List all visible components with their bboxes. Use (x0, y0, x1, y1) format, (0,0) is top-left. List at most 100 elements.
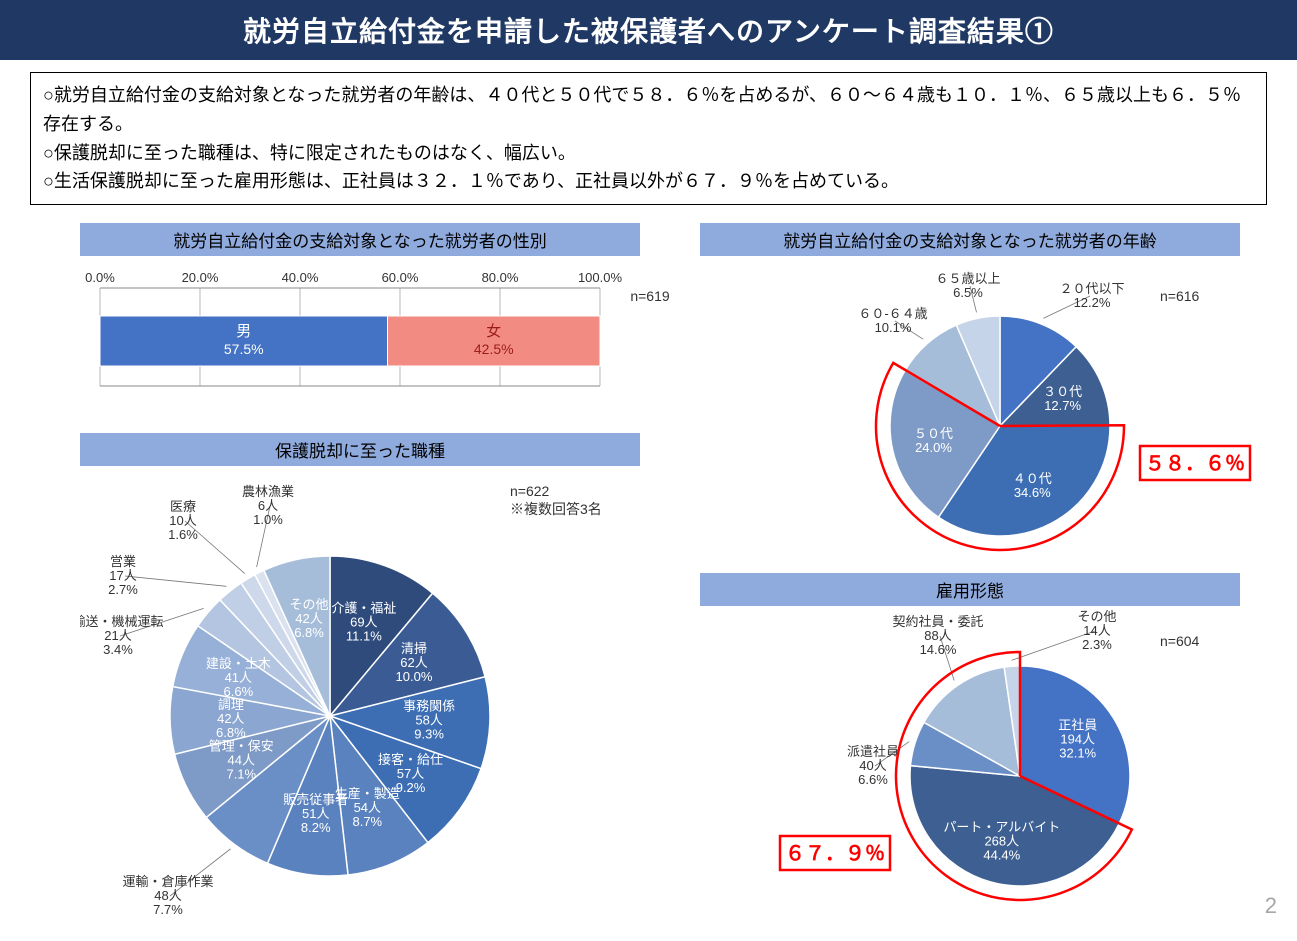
svg-text:20.0%: 20.0% (182, 270, 219, 285)
svg-text:４０代: ４０代 (1013, 471, 1052, 486)
svg-text:58人: 58人 (415, 713, 442, 728)
svg-text:n=622: n=622 (510, 483, 550, 499)
gender-chart: 0.0%20.0%40.0%60.0%80.0%100.0%n=619男57.5… (80, 256, 680, 416)
svg-text:40人: 40人 (859, 758, 886, 773)
svg-text:7.7%: 7.7% (153, 902, 183, 917)
svg-text:21人: 21人 (104, 628, 131, 643)
svg-text:その他: その他 (1077, 609, 1116, 624)
svg-text:8.7%: 8.7% (352, 814, 382, 829)
svg-text:輸送・機械運転: 輸送・機械運転 (80, 614, 164, 629)
age-chart: n=616 ２０代以下12.2% ３０代12.7% ４０代34.6% ５０代24.0% ６… (700, 256, 1280, 566)
svg-text:11.1%: 11.1% (346, 629, 382, 644)
svg-text:0.0%: 0.0% (85, 270, 115, 285)
svg-text:管理・保安: 管理・保安 (209, 739, 274, 754)
svg-text:パート・アルバイト: パート・アルバイト (943, 820, 1060, 835)
svg-text:9.3%: 9.3% (414, 727, 444, 742)
svg-text:６０-６４歳: ６０-６４歳 (858, 306, 927, 321)
svg-text:介護・福祉: 介護・福祉 (331, 601, 396, 616)
svg-text:派遣社員: 派遣社員 (847, 744, 899, 759)
emp-title: 雇用形態 (700, 573, 1240, 606)
svg-text:80.0%: 80.0% (482, 270, 519, 285)
age-title: 就労自立給付金の支給対象となった就労者の年齢 (700, 223, 1240, 256)
svg-text:100.0%: 100.0% (578, 270, 623, 285)
svg-text:正社員: 正社員 (1058, 718, 1097, 733)
svg-text:24.0%: 24.0% (915, 440, 952, 455)
svg-text:女: 女 (486, 322, 501, 340)
svg-text:268人: 268人 (984, 834, 1019, 849)
svg-text:2.3%: 2.3% (1082, 637, 1112, 652)
svg-text:44人: 44人 (228, 753, 255, 768)
svg-text:事務関係: 事務関係 (403, 699, 455, 714)
svg-text:88人: 88人 (924, 628, 951, 643)
svg-text:６７．９％: ６７．９％ (785, 843, 885, 865)
svg-text:２０代以下: ２０代以下 (1059, 281, 1124, 296)
svg-text:医療: 医療 (170, 499, 196, 514)
svg-text:60.0%: 60.0% (382, 270, 419, 285)
svg-text:6.5%: 6.5% (953, 285, 983, 300)
svg-text:42人: 42人 (295, 611, 322, 626)
svg-text:販売従事者: 販売従事者 (283, 792, 348, 807)
svg-text:接客・給仕: 接客・給仕 (378, 752, 443, 767)
svg-text:3.4%: 3.4% (103, 642, 133, 657)
svg-text:40.0%: 40.0% (282, 270, 319, 285)
job-title: 保護脱却に至った職種 (80, 433, 640, 466)
svg-text:５０代: ５０代 (914, 426, 953, 441)
svg-text:14人: 14人 (1083, 623, 1110, 638)
svg-text:10人: 10人 (169, 513, 196, 528)
svg-text:32.1%: 32.1% (1059, 746, 1096, 761)
svg-text:6.8%: 6.8% (216, 725, 246, 740)
svg-text:14.6%: 14.6% (920, 642, 957, 657)
svg-text:６５歳以上: ６５歳以上 (935, 271, 1000, 286)
svg-text:44.4%: 44.4% (983, 848, 1020, 863)
summary-line-1: ○就労自立給付金の支給対象となった就労者の年齢は、４０代と５０代で５８．６％を占… (43, 81, 1254, 139)
svg-text:３０代: ３０代 (1043, 384, 1082, 399)
svg-text:清掃: 清掃 (401, 641, 427, 656)
svg-text:57人: 57人 (397, 766, 424, 781)
svg-text:2.7%: 2.7% (108, 582, 138, 597)
svg-text:6.6%: 6.6% (224, 684, 254, 699)
svg-text:５８．６％: ５８．６％ (1145, 453, 1245, 475)
emp-chart: n=604 正社員194人32.1% パート・アルバイト268人44.4% 派遣社員4… (700, 606, 1280, 926)
svg-text:n=619: n=619 (630, 288, 670, 304)
svg-text:男: 男 (236, 323, 251, 340)
svg-text:7.1%: 7.1% (226, 767, 256, 782)
svg-text:54人: 54人 (354, 800, 381, 815)
svg-text:10.1%: 10.1% (875, 320, 912, 335)
svg-text:41人: 41人 (225, 670, 252, 685)
svg-text:6.6%: 6.6% (858, 772, 888, 787)
gender-panel: 就労自立給付金の支給対象となった就労者の性別 0.0% 20.0% 40.0% 60.… (80, 223, 640, 421)
svg-text:69人: 69人 (350, 615, 377, 630)
gender-title: 就労自立給付金の支給対象となった就労者の性別 (80, 223, 640, 256)
svg-text:n=604: n=604 (1160, 633, 1200, 649)
summary-box: ○就労自立給付金の支給対象となった就労者の年齢は、４０代と５０代で５８．６％を占… (30, 72, 1267, 205)
svg-text:n=616: n=616 (1160, 288, 1200, 304)
svg-text:6.8%: 6.8% (294, 625, 324, 640)
svg-text:運輸・倉庫作業: 運輸・倉庫作業 (122, 874, 213, 889)
svg-text:1.6%: 1.6% (168, 527, 198, 542)
svg-text:農林漁業: 農林漁業 (242, 484, 294, 499)
svg-text:51人: 51人 (302, 806, 329, 821)
age-panel: 就労自立給付金の支給対象となった就労者の年齢 n=616 ２０代以下12.2% ３０… (700, 223, 1240, 571)
svg-text:営業: 営業 (110, 554, 136, 569)
page-title: 就労自立給付金を申請した被保護者へのアンケート調査結果① (0, 0, 1297, 60)
page-number: 2 (1265, 893, 1277, 919)
svg-text:※複数回答3名: ※複数回答3名 (510, 501, 602, 517)
svg-text:契約社員・委託: 契約社員・委託 (892, 614, 983, 629)
svg-text:8.2%: 8.2% (301, 820, 331, 835)
svg-text:10.0%: 10.0% (396, 669, 433, 684)
svg-text:12.2%: 12.2% (1074, 295, 1111, 310)
svg-text:建設・土木: 建設・土木 (206, 656, 271, 671)
summary-line-3: ○生活保護脱却に至った雇用形態は、正社員は３２．１％であり、正社員以外が６７．９… (43, 167, 1254, 196)
job-chart: n=622※複数回答3名介護・福祉69人11.1%清掃62人10.0%事務関係5… (80, 466, 680, 936)
svg-text:42.5%: 42.5% (474, 341, 514, 357)
svg-text:42人: 42人 (217, 711, 244, 726)
svg-text:62人: 62人 (400, 655, 427, 670)
svg-text:12.7%: 12.7% (1044, 398, 1081, 413)
job-panel: 保護脱却に至った職種 n=622 ※複数回答3名介護・福祉69人11.1% 清掃62… (80, 433, 640, 941)
svg-text:17人: 17人 (109, 568, 136, 583)
svg-text:34.6%: 34.6% (1014, 485, 1051, 500)
svg-text:1.0%: 1.0% (253, 512, 283, 527)
emp-panel: 雇用形態 n=604 正社員194人32.1% パート・アルバイト268人44.4%… (700, 573, 1240, 931)
summary-line-2: ○保護脱却に至った職種は、特に限定されたものはなく、幅広い。 (43, 139, 1254, 168)
svg-text:194人: 194人 (1060, 732, 1095, 747)
